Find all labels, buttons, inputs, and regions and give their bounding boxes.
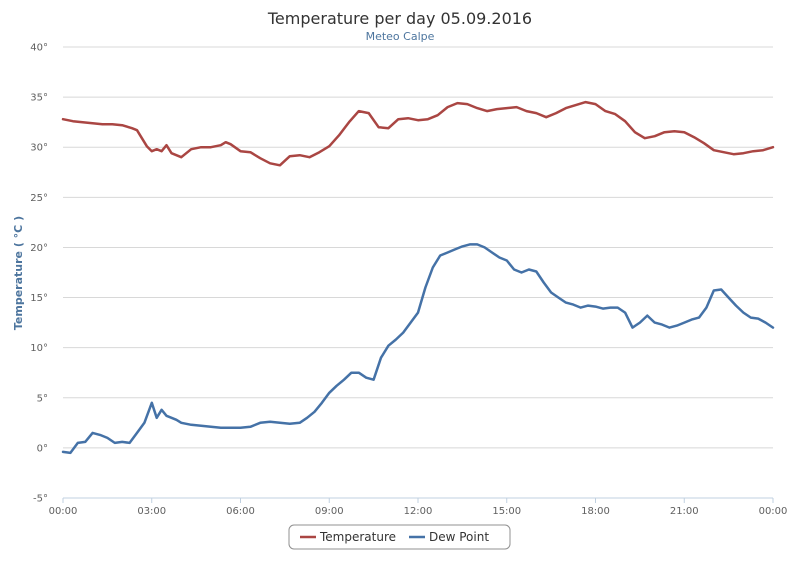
x-tick-label: 21:00 bbox=[670, 506, 699, 517]
x-axis: 00:00 03:00 06:00 09:00 12:00 15:00 18:00 21:00… bbox=[49, 497, 788, 517]
legend[interactable]: Temperature Dew Point bbox=[288, 524, 511, 550]
series-lines bbox=[61, 100, 775, 455]
x-tick-label: 12:00 bbox=[404, 506, 433, 517]
x-tick-label: 09:00 bbox=[315, 506, 344, 517]
y-tick-label: 30° bbox=[30, 143, 48, 154]
y-tick-label: 5° bbox=[37, 393, 48, 404]
x-tick-label: 00:00 bbox=[759, 506, 788, 517]
y-tick-label: 10° bbox=[30, 343, 48, 354]
y-tick-label: 20° bbox=[30, 243, 48, 254]
series-line-dew-point bbox=[61, 243, 775, 455]
x-tick-label: 06:00 bbox=[226, 506, 255, 517]
y-tick-label: 35° bbox=[30, 93, 48, 104]
y-tick-label: 0° bbox=[37, 443, 48, 454]
legend-item-temperature[interactable]: Temperature bbox=[300, 530, 396, 544]
x-tick-label: 15:00 bbox=[492, 506, 521, 517]
legend-box bbox=[288, 524, 511, 550]
y-tick-label: -5° bbox=[33, 494, 48, 505]
chart-title: Temperature per day 05.09.2016 bbox=[267, 9, 532, 28]
y-axis-label: Temperature ( °C ) bbox=[12, 216, 25, 330]
series-line-temperature bbox=[61, 100, 775, 167]
x-tick-label: 00:00 bbox=[49, 506, 78, 517]
y-tick-label: 25° bbox=[30, 193, 48, 204]
legend-item-dew-point[interactable]: Dew Point bbox=[409, 530, 489, 544]
y-axis-ticks: -5° 0° 5° 10° 15° 20° 25° 30° 35° 40° bbox=[30, 43, 48, 505]
legend-label: Dew Point bbox=[429, 530, 489, 544]
legend-label: Temperature bbox=[319, 530, 396, 544]
x-tick-label: 03:00 bbox=[137, 506, 166, 517]
chart-subtitle: Meteo Calpe bbox=[366, 30, 435, 43]
y-tick-label: 40° bbox=[30, 43, 48, 54]
x-tick-label: 18:00 bbox=[581, 506, 610, 517]
grid-lines bbox=[63, 46, 773, 499]
y-tick-label: 15° bbox=[30, 293, 48, 304]
